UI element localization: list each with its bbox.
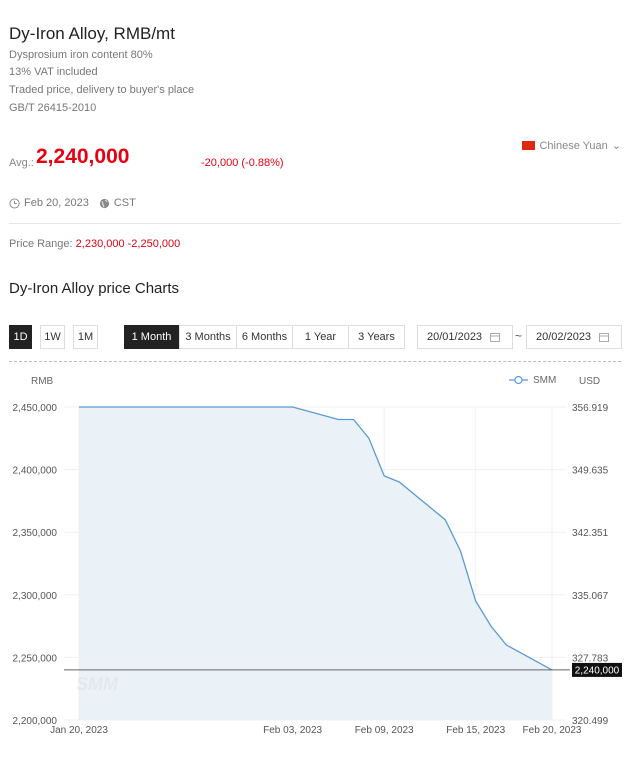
current-value-badge	[572, 662, 622, 677]
range-3-months-button[interactable]: 3 Months	[179, 325, 237, 349]
avg-price-value: 2,240,000	[36, 145, 130, 168]
price-date: Feb 20, 2023	[24, 197, 89, 209]
price-chart: 2,200,000 320.499 2,250,000 327.783 2,300,00…	[13, 375, 622, 736]
range-6-months-button[interactable]: 6 Months	[236, 325, 293, 349]
x-tick-label: Feb 15, 2023	[446, 725, 505, 736]
x-tick-label: Jan 20, 2023	[50, 725, 108, 736]
granularity-1d-button[interactable]: 1D	[9, 325, 32, 349]
y-axis-label: RMB	[31, 376, 54, 387]
y2-tick-label: 356.919	[572, 403, 609, 414]
end-date-input[interactable]: 20/02/2023	[526, 325, 622, 349]
legend-label: SMM	[533, 375, 556, 386]
timezone: CST	[113, 197, 136, 209]
y-tick-label: 2,250,000	[13, 653, 58, 664]
legend: SMM	[509, 375, 556, 386]
y-tick-label: 2,400,000	[13, 466, 58, 477]
currency-label: Chinese Yuan	[539, 139, 608, 152]
x-tick-label: Feb 03, 2023	[263, 725, 322, 736]
date-row: Feb 20, 2023 CST	[9, 197, 136, 209]
y2-axis-label: USD	[579, 376, 600, 387]
y2-tick-label: 327.783	[572, 653, 609, 664]
legend-marker	[514, 375, 523, 385]
series-line	[79, 406, 553, 671]
calendar-icon	[490, 333, 501, 342]
price-range-label: Price Range:	[9, 238, 73, 250]
dashed-divider	[9, 361, 621, 362]
range-1-month-button[interactable]: 1 Month	[124, 325, 179, 349]
clock-icon	[9, 197, 20, 209]
price-range-value: 2,230,000 -2,250,000	[75, 238, 181, 250]
range-3-years-button[interactable]: 3 Years	[348, 325, 405, 349]
y2-tick-label: 320.499	[572, 716, 609, 727]
y-tick-label: 2,300,000	[13, 591, 58, 602]
date-range-separator: ~	[515, 329, 523, 343]
price-change: -20,000 (-0.88%)	[201, 157, 284, 169]
spec-line-1: Dysprosium iron content 80%	[9, 49, 153, 61]
range-1-year-button[interactable]: 1 Year	[292, 325, 349, 349]
svg-text:SMM: SMM	[76, 674, 119, 694]
watermark-logo: SMM	[76, 674, 119, 694]
end-date-value: 20/02/2023	[536, 331, 592, 343]
avg-label: Avg.:	[9, 157, 34, 169]
currency-selector[interactable]: Chinese Yuan ⌄	[522, 139, 621, 152]
x-tick-label: Feb 09, 2023	[355, 725, 414, 736]
y-tick-label: 2,450,000	[13, 403, 58, 414]
y2-tick-label: 349.635	[572, 466, 609, 477]
charts-title: Dy-Iron Alloy price Charts	[9, 280, 180, 297]
divider	[9, 223, 621, 224]
calendar-icon	[599, 333, 610, 342]
start-date-value: 20/01/2023	[427, 331, 483, 343]
x-tick-label: Feb 20, 2023	[523, 725, 582, 736]
y-tick-label: 2,350,000	[13, 528, 58, 539]
chevron-down-icon: ⌄	[611, 140, 621, 152]
y-tick-label: 2,200,000	[13, 716, 58, 727]
y2-tick-label: 342.351	[572, 528, 609, 539]
current-value-label: 2,240,000	[575, 665, 620, 676]
area-fill	[79, 407, 552, 720]
spec-line-3: Traded price, delivery to buyer's place	[9, 84, 195, 96]
globe-icon	[99, 198, 109, 208]
granularity-1m-button[interactable]: 1M	[73, 325, 98, 349]
y2-tick-label: 335.067	[572, 591, 609, 602]
granularity-1w-button[interactable]: 1W	[40, 325, 65, 349]
spec-line-2: 13% VAT included	[9, 66, 98, 78]
china-flag-icon	[522, 141, 536, 150]
price-range: Price Range: 2,230,000 -2,250,000	[9, 238, 180, 250]
page-title: Dy-Iron Alloy, RMB/mt	[9, 24, 175, 43]
spec-line-4: GB/T 26415-2010	[9, 102, 97, 114]
start-date-input[interactable]: 20/01/2023	[417, 325, 513, 349]
